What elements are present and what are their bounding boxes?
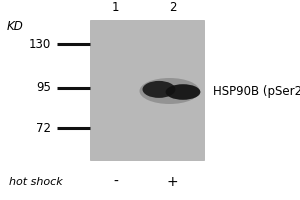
Text: 72: 72 bbox=[36, 121, 51, 134]
Text: hot shock: hot shock bbox=[9, 177, 63, 187]
Text: 95: 95 bbox=[36, 81, 51, 94]
Ellipse shape bbox=[142, 81, 176, 98]
Text: KD: KD bbox=[7, 20, 23, 33]
Text: +: + bbox=[167, 175, 178, 189]
Ellipse shape bbox=[140, 78, 200, 104]
Bar bbox=[90, 20, 204, 160]
Ellipse shape bbox=[166, 84, 200, 100]
Text: 2: 2 bbox=[169, 1, 176, 14]
Text: HSP90B (pSer254): HSP90B (pSer254) bbox=[213, 85, 300, 98]
Text: 130: 130 bbox=[29, 38, 51, 50]
Text: -: - bbox=[113, 175, 118, 189]
Text: 1: 1 bbox=[112, 1, 119, 14]
